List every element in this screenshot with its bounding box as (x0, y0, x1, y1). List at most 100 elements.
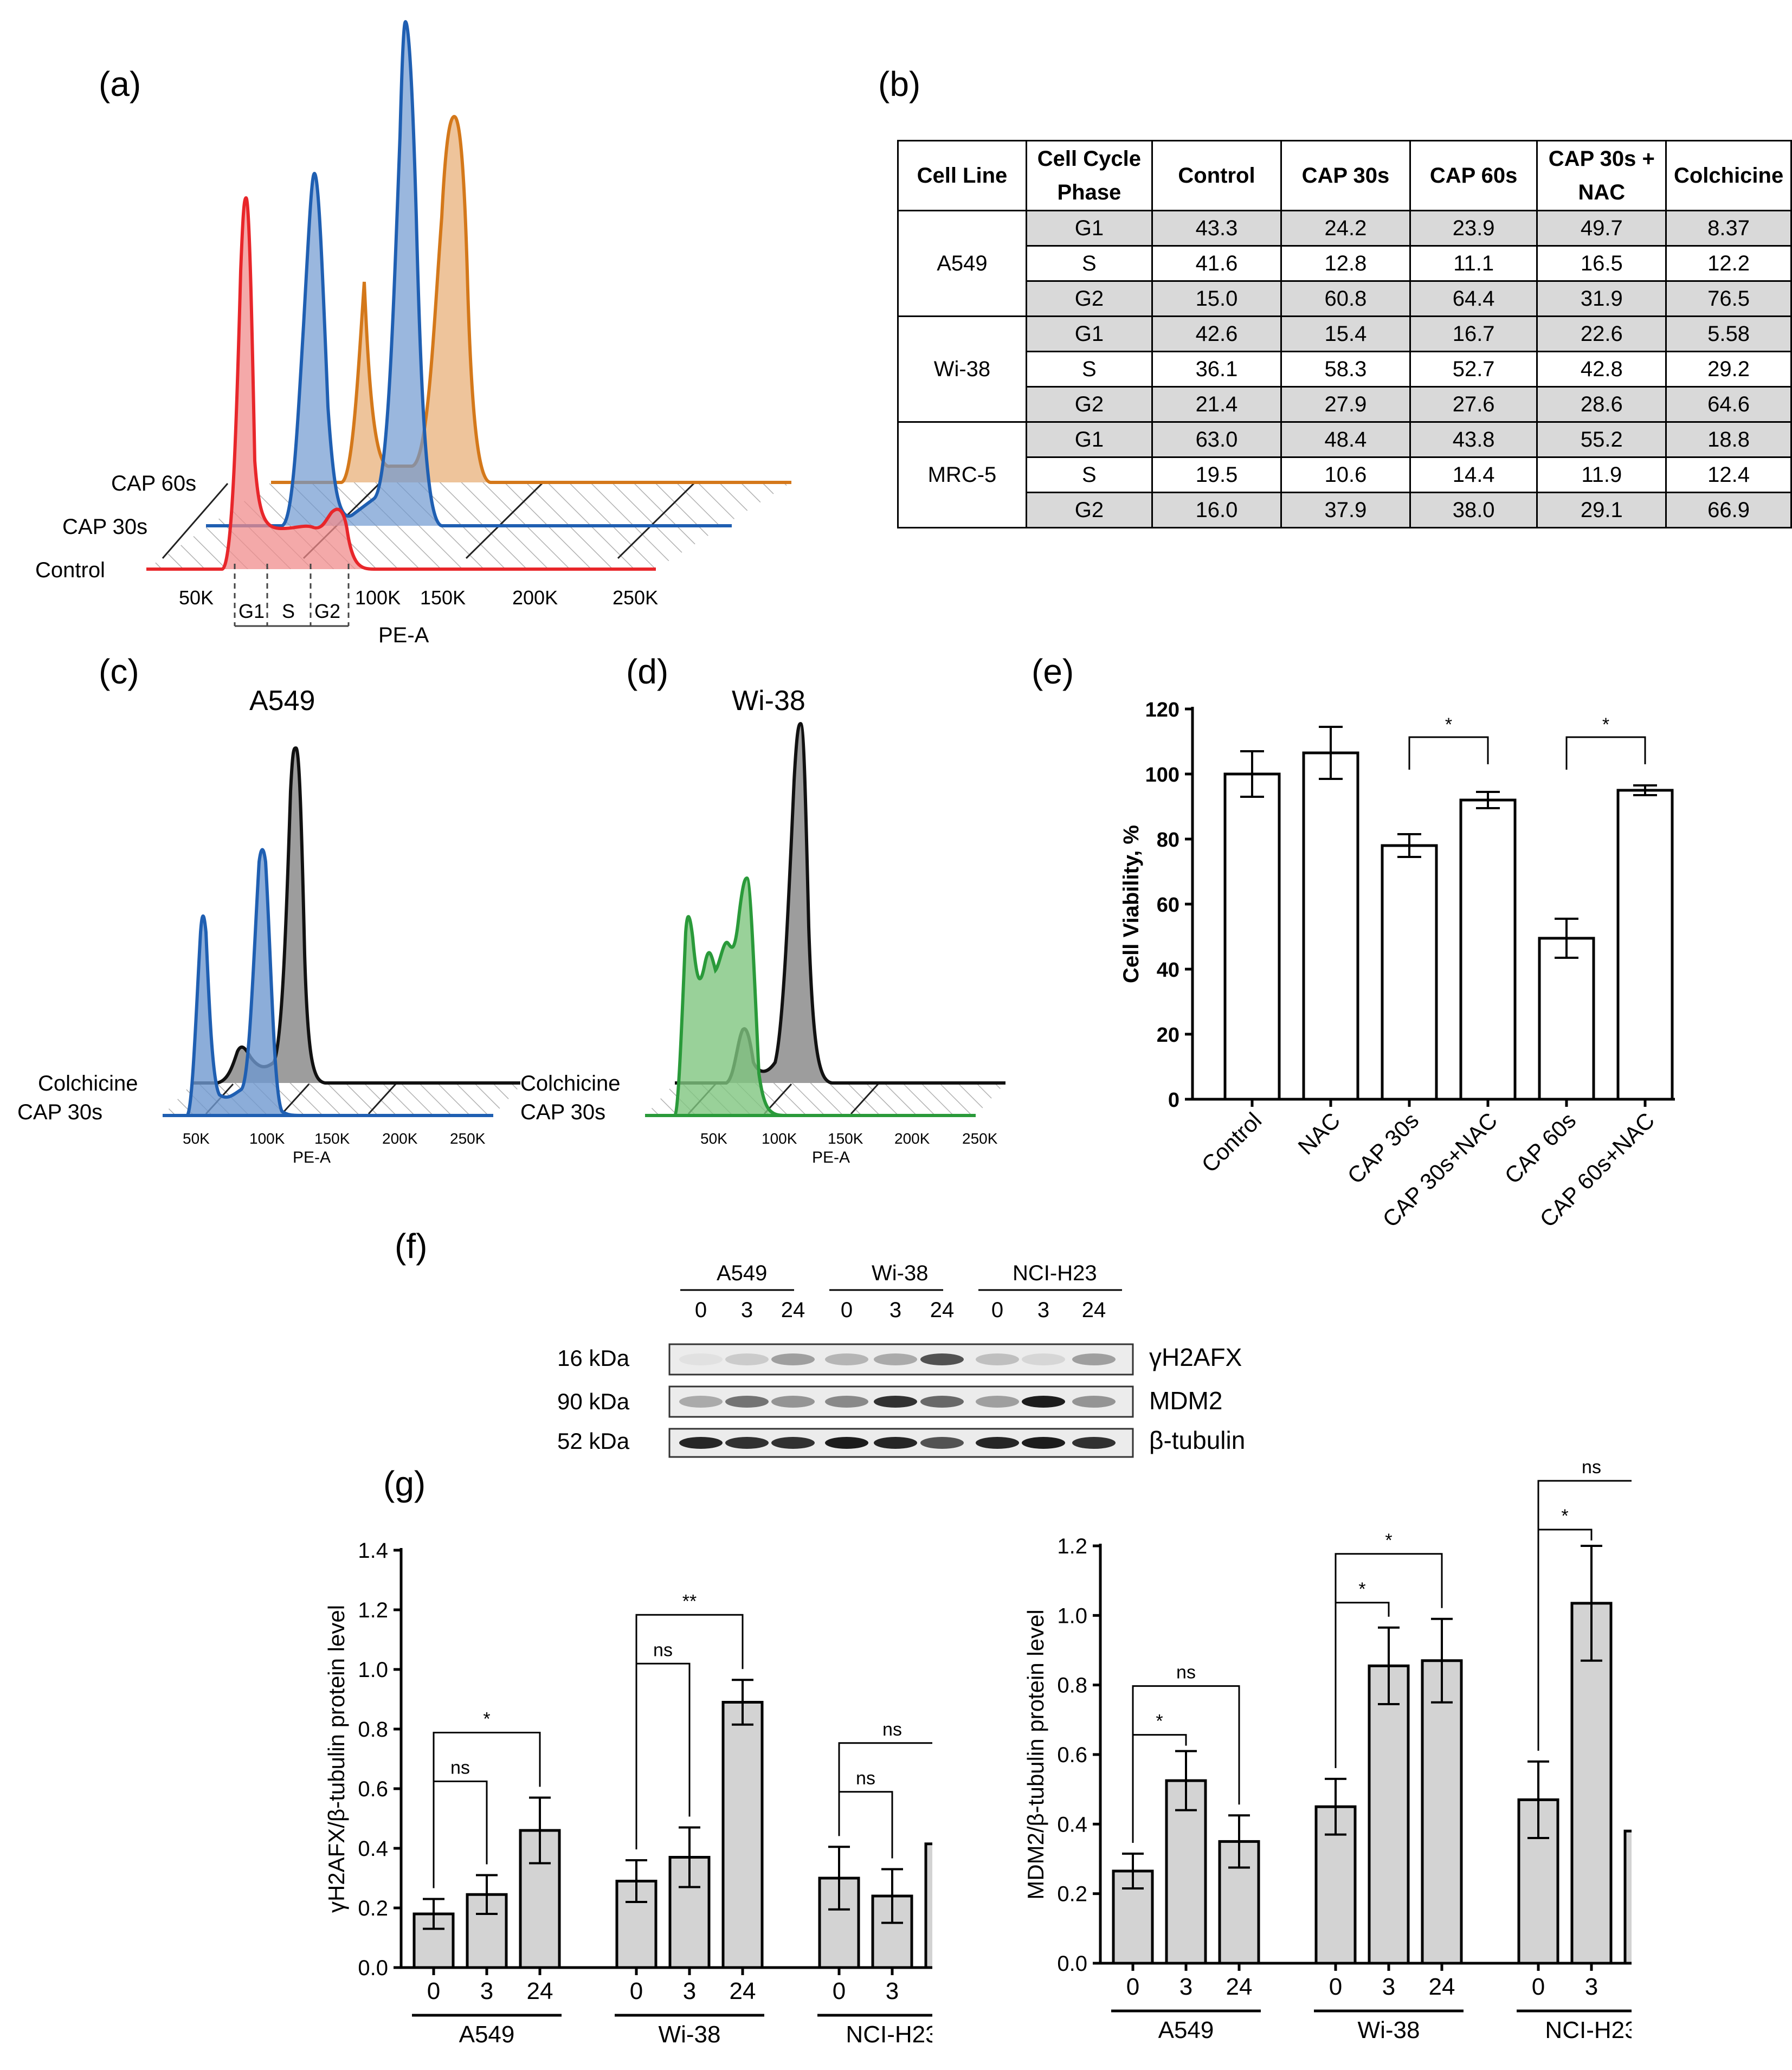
significance-label: ** (682, 1591, 697, 1611)
table-cell-phase: G1 (1025, 421, 1153, 458)
table-cell-value: 8.37 (1665, 210, 1792, 247)
table-cell-value: 16.7 (1409, 315, 1538, 352)
histogram-c: Colchicine CAP 30s A549 50K 100K 150K 20… (17, 685, 520, 1166)
significance-label: ns (653, 1640, 673, 1660)
blot-band (825, 1353, 868, 1365)
chart-title: A549 (249, 685, 315, 717)
y-tick-label: 1.2 (1057, 1534, 1087, 1558)
table-cell-cell-line: Wi-38 (897, 315, 1027, 423)
blot-band (1022, 1353, 1065, 1365)
x-tick: 200K (382, 1130, 418, 1147)
viability-bar-chart: 0 20 40 60 80 100 120 Cell Viability, % Control N… (1119, 699, 1675, 1232)
table-header: Control (1151, 140, 1282, 211)
group-label: Wi-38 (1358, 2017, 1420, 2043)
y-tick-label: 80 (1157, 829, 1179, 852)
cell-cycle-table: Cell Line Cell Cycle Phase Control CAP 3… (897, 140, 1792, 528)
y-tick-label: 1.2 (358, 1598, 388, 1622)
table-cell-phase: G2 (1025, 386, 1153, 423)
y-tick-label: 100 (1145, 764, 1179, 786)
table-cell-value: 18.8 (1665, 421, 1792, 458)
bar (924, 1842, 932, 1969)
bar (1459, 798, 1517, 1101)
series-label-colchicine: Colchicine (38, 1072, 138, 1095)
table-cell-phase: S (1025, 245, 1153, 282)
blot-band (874, 1396, 917, 1408)
h2afx-bar-chart: 0.0 0.2 0.4 0.6 0.8 1.0 1.2 1.4 γH2AFX/β-tubulin… (324, 1539, 932, 2048)
significance-bracket (1132, 1685, 1240, 1843)
table-cell-phase: S (1025, 351, 1153, 388)
blot-strip-h2afx (668, 1343, 1134, 1376)
blot-group-label: NCI-H23 (1013, 1261, 1097, 1285)
x-axis-label: PE-A (293, 1149, 331, 1166)
table-row: S 19.5 10.6 14.4 11.9 12.4 (898, 456, 1792, 493)
x-tick: 50K (183, 1130, 210, 1147)
kda-label: 16 kDa (557, 1345, 630, 1371)
x-tick: 150K (314, 1130, 350, 1147)
protein-label: γH2AFX (1149, 1343, 1242, 1371)
table-header: Cell Line (897, 140, 1027, 211)
table-cell-value: 15.0 (1151, 280, 1282, 317)
table-cell-value: 49.7 (1536, 210, 1667, 247)
x-tick-label: 24 (730, 1978, 756, 2004)
table-cell-value: 5.58 (1665, 315, 1792, 352)
x-tick-label: 0 (427, 1978, 440, 2004)
blot-band (976, 1437, 1019, 1449)
table-cell-value: 12.8 (1280, 245, 1411, 282)
histogram-a: CAP 60s CAP 30s Control 50K 100K 150K 20… (35, 20, 791, 647)
significance-label: * (1445, 714, 1452, 735)
kda-label: 90 kDa (557, 1389, 630, 1414)
significance-bracket (838, 1742, 932, 1836)
table-cell-value: 24.2 (1280, 210, 1411, 247)
table-cell-phase: G2 (1025, 492, 1153, 528)
table-cell-value: 63.0 (1151, 421, 1282, 458)
blot-band (874, 1437, 917, 1449)
lane-label: 0 (991, 1298, 1003, 1322)
x-tick: 250K (613, 586, 658, 609)
bar (721, 1701, 764, 1969)
x-tick-label: 3 (1179, 1974, 1192, 2000)
gate-s: S (282, 600, 295, 622)
table-cell-value: 48.4 (1280, 421, 1411, 458)
bar (1368, 1664, 1410, 1965)
group-label: NCI-H23 (846, 2021, 932, 2048)
table-body: A549 G1 43.3 24.2 23.9 49.7 8.37 S 41.6 12.8 11.1 1… (897, 210, 1792, 528)
x-tick-label: 0 (1532, 1974, 1545, 2000)
y-tick-label: 0.6 (1057, 1743, 1087, 1767)
blot-band (771, 1437, 815, 1449)
group-label: A549 (1158, 2017, 1214, 2043)
blot-band (920, 1353, 964, 1365)
bar (1165, 1779, 1207, 1965)
series-label-cap30s: CAP 30s (520, 1100, 605, 1124)
blot-band (725, 1353, 769, 1365)
significance-bracket (1335, 1553, 1443, 1768)
series-label-cap30s: CAP 30s (62, 515, 147, 539)
table-cell-value: 43.8 (1409, 421, 1538, 458)
y-tick-label: 1.4 (358, 1539, 388, 1563)
blot-band (1072, 1396, 1116, 1408)
x-tick: 250K (450, 1130, 486, 1147)
significance-label: ns (1582, 1457, 1601, 1478)
group-label: NCI-H23 (1545, 2017, 1632, 2043)
kda-label: 52 kDa (557, 1428, 630, 1454)
y-tick-label: 1.0 (1057, 1604, 1087, 1628)
table-cell-value: 19.5 (1151, 456, 1282, 493)
table-cell-cell-line: MRC-5 (897, 421, 1027, 528)
table-row: S 36.1 58.3 52.7 42.8 29.2 (898, 351, 1792, 388)
lane-label: 24 (930, 1298, 955, 1322)
group-label: A549 (459, 2021, 515, 2048)
panel-label-b: (b) (878, 65, 921, 104)
western-blot: A549 Wi-38 NCI-H23 0 3 24 0 3 24 0 3 24 16 kDa 9… (542, 1247, 1301, 1474)
significance-label: * (483, 1709, 490, 1730)
table-cell-value: 43.3 (1151, 210, 1282, 247)
table-cell-phase: S (1025, 456, 1153, 493)
table-header: Cell Cycle Phase (1025, 140, 1153, 211)
series-label-control: Control (35, 558, 105, 582)
x-axis-label: PE-A (378, 623, 429, 647)
table-cell-cell-line: A549 (897, 210, 1027, 317)
table-cell-value: 42.8 (1536, 351, 1667, 388)
significance-label: * (1561, 1506, 1568, 1526)
blot-band (771, 1353, 815, 1365)
table-row: G2 15.0 60.8 64.4 31.9 76.5 (898, 280, 1792, 317)
table-row: G2 21.4 27.9 27.6 28.6 64.6 (898, 386, 1792, 423)
table-header: CAP 30s + NAC (1536, 140, 1667, 211)
